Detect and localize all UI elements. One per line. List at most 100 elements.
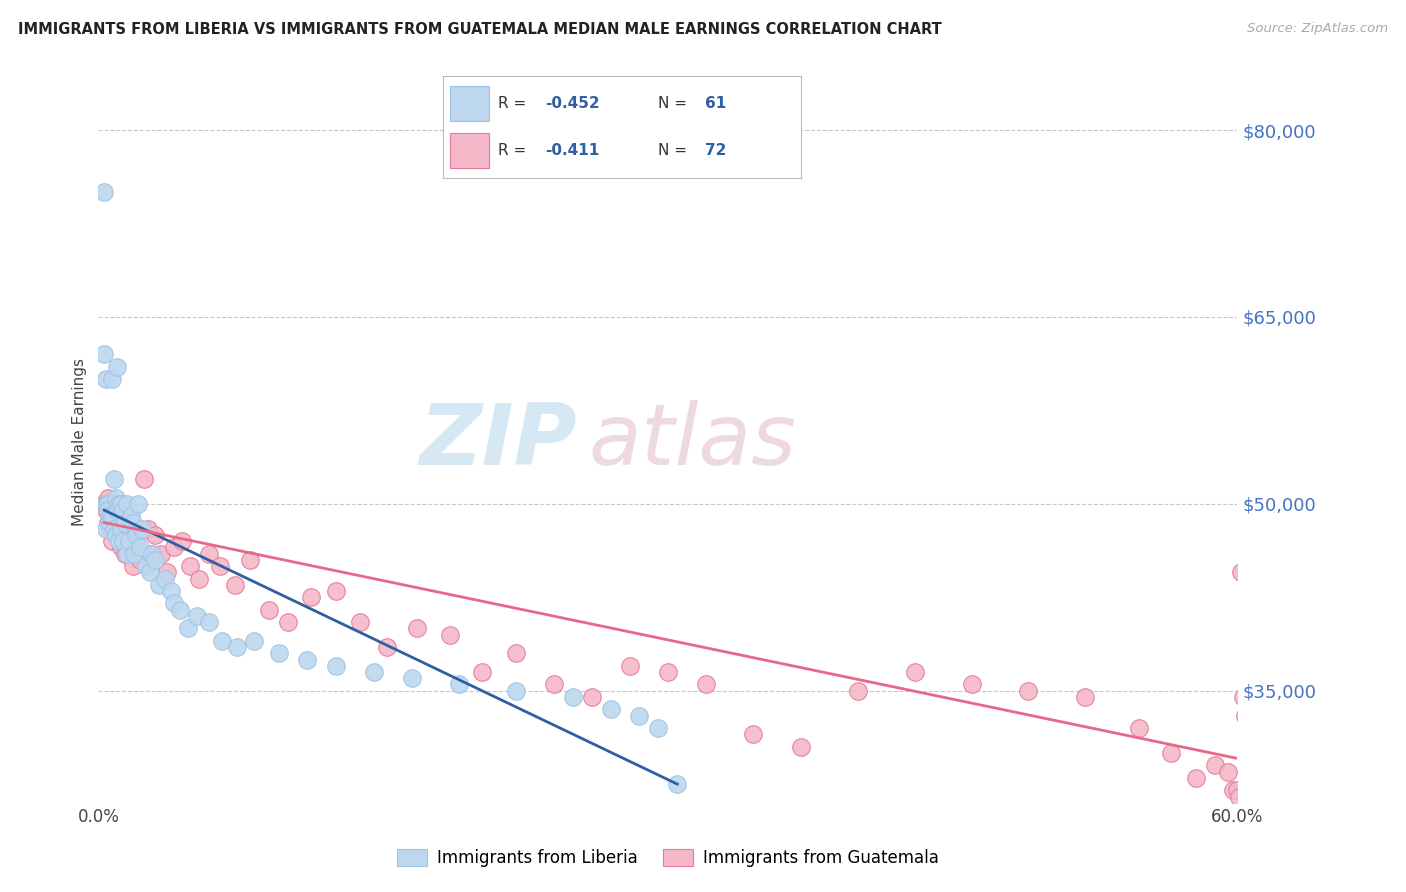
Point — [1232, 690, 1254, 704]
Point — [120, 509, 142, 524]
Point — [1074, 690, 1097, 704]
Point — [1128, 721, 1150, 735]
Point — [1233, 708, 1256, 723]
Point — [103, 509, 125, 524]
Point — [135, 559, 157, 574]
Point — [115, 534, 138, 549]
Point — [121, 559, 143, 574]
Text: ZIP: ZIP — [419, 400, 576, 483]
Point — [153, 572, 176, 586]
Point — [125, 534, 148, 549]
Point — [107, 503, 129, 517]
Point — [159, 584, 181, 599]
Point — [121, 516, 143, 530]
Point — [277, 615, 299, 630]
Point — [127, 497, 149, 511]
Point — [120, 541, 142, 555]
Text: N =: N = — [658, 96, 692, 111]
Point — [186, 609, 208, 624]
Point — [1216, 764, 1239, 779]
Point — [325, 658, 347, 673]
Point — [100, 497, 122, 511]
Point — [259, 603, 281, 617]
Point — [100, 509, 122, 524]
Point — [1222, 783, 1244, 797]
Point — [114, 547, 136, 561]
Point — [647, 721, 669, 735]
Point — [110, 541, 132, 555]
Point — [197, 615, 219, 630]
Point — [1236, 739, 1258, 754]
Point — [138, 566, 160, 580]
Point — [98, 509, 121, 524]
Point — [145, 528, 167, 542]
Point — [505, 683, 527, 698]
Point — [115, 497, 138, 511]
Point — [267, 646, 290, 660]
Point — [224, 578, 246, 592]
Text: 72: 72 — [704, 144, 725, 158]
Point — [124, 541, 146, 555]
Point — [349, 615, 371, 630]
Point — [325, 584, 347, 599]
Point — [129, 541, 152, 555]
Point — [505, 646, 527, 660]
Point — [449, 677, 471, 691]
Point — [100, 372, 122, 386]
Point — [145, 553, 167, 567]
Point — [103, 472, 125, 486]
Text: R =: R = — [499, 96, 531, 111]
Point — [1018, 683, 1040, 698]
Point — [439, 627, 461, 641]
Point — [299, 591, 322, 605]
Point — [226, 640, 249, 654]
Text: IMMIGRANTS FROM LIBERIA VS IMMIGRANTS FROM GUATEMALA MEDIAN MALE EARNINGS CORREL: IMMIGRANTS FROM LIBERIA VS IMMIGRANTS FR… — [18, 22, 942, 37]
Point — [104, 528, 127, 542]
Point — [94, 497, 117, 511]
Point — [115, 547, 138, 561]
Point — [124, 547, 146, 561]
Point — [562, 690, 585, 704]
Point — [94, 503, 117, 517]
Point — [110, 497, 132, 511]
Point — [211, 633, 233, 648]
Point — [94, 522, 117, 536]
Point — [107, 359, 129, 374]
Point — [98, 522, 121, 536]
Point — [97, 516, 120, 530]
Text: atlas: atlas — [588, 400, 796, 483]
Point — [104, 497, 127, 511]
Point — [695, 677, 717, 691]
Text: N =: N = — [658, 144, 692, 158]
Point — [600, 702, 623, 716]
Point — [156, 566, 179, 580]
Point — [619, 658, 641, 673]
Point — [176, 621, 198, 635]
Point — [97, 503, 120, 517]
Point — [375, 640, 398, 654]
Point — [163, 541, 186, 555]
Point — [169, 603, 191, 617]
Point — [197, 547, 219, 561]
FancyBboxPatch shape — [450, 133, 489, 168]
Point — [118, 534, 141, 549]
Point — [208, 559, 231, 574]
Point — [960, 677, 983, 691]
Point — [1226, 783, 1249, 797]
Point — [406, 621, 429, 635]
Point — [179, 559, 201, 574]
Point — [100, 534, 122, 549]
Point — [148, 578, 170, 592]
Y-axis label: Median Male Earnings: Median Male Earnings — [72, 358, 87, 525]
Point — [1204, 758, 1226, 772]
Point — [110, 522, 132, 536]
Point — [628, 708, 651, 723]
Point — [742, 727, 765, 741]
Point — [1227, 789, 1250, 804]
Point — [107, 509, 129, 524]
Point — [1230, 566, 1253, 580]
Point — [131, 522, 153, 536]
Legend: Immigrants from Liberia, Immigrants from Guatemala: Immigrants from Liberia, Immigrants from… — [391, 842, 945, 874]
FancyBboxPatch shape — [450, 87, 489, 121]
Point — [112, 516, 135, 530]
